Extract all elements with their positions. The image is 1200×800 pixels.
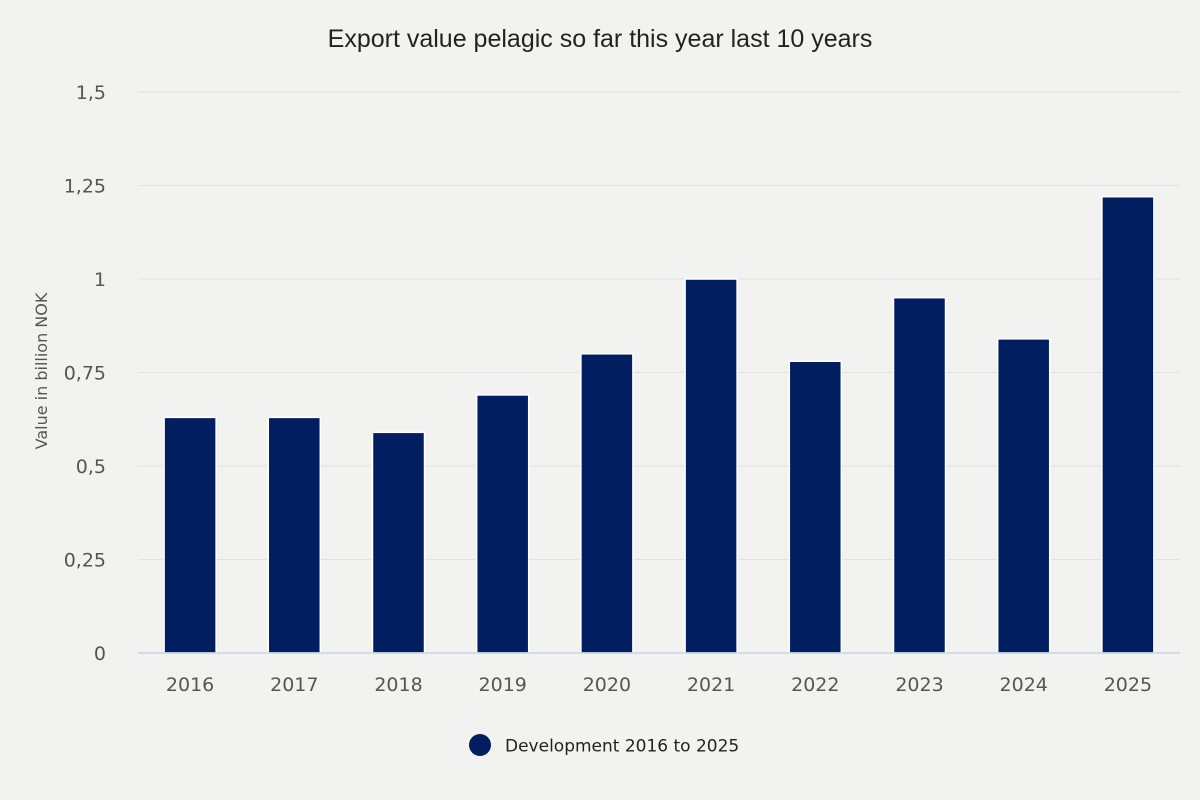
x-tick-label: 2017: [270, 674, 318, 696]
x-tick-label: 2025: [1104, 674, 1152, 696]
x-tick-label: 2021: [687, 674, 735, 696]
x-tick-label: 2023: [895, 674, 943, 696]
y-tick-label: 0: [94, 643, 106, 665]
legend[interactable]: Development 2016 to 2025: [469, 734, 739, 757]
bar-2025[interactable]: [1101, 195, 1155, 654]
y-tick-label: 0,5: [76, 456, 106, 478]
x-tick-label: 2019: [479, 674, 527, 696]
x-tick-label: 2018: [374, 674, 422, 696]
y-tick-label: 0,75: [64, 363, 106, 385]
chart-title: Export value pelagic so far this year la…: [328, 25, 873, 53]
bar-2019[interactable]: [475, 394, 530, 654]
legend-marker[interactable]: [469, 734, 491, 756]
y-tick-label: 1: [94, 269, 106, 291]
bar-2018[interactable]: [371, 431, 426, 654]
bar-2017[interactable]: [267, 416, 322, 654]
x-tick-label: 2020: [583, 674, 631, 696]
x-tick-label: 2016: [166, 674, 214, 696]
x-axis-ticks: 2016 2017 2018 2019 2020 2021 2022 2023 2024 2025: [166, 674, 1152, 696]
legend-label[interactable]: Development 2016 to 2025: [505, 737, 739, 757]
bar-2023[interactable]: [892, 296, 947, 654]
y-axis-ticks: 0 0,25 0,5 0,75 1 1,25 1,5: [64, 82, 106, 665]
y-tick-label: 0,25: [64, 550, 106, 572]
y-tick-label: 1,25: [64, 176, 106, 198]
x-tick-label: 2024: [1000, 674, 1048, 696]
bar-2024[interactable]: [996, 338, 1051, 654]
bar-2016[interactable]: [163, 416, 217, 654]
bar-2021[interactable]: [684, 278, 738, 654]
x-tick-label: 2022: [791, 674, 839, 696]
y-axis-label: Value in billion NOK: [32, 292, 51, 449]
bars: [163, 195, 1155, 654]
bar-2022[interactable]: [788, 360, 843, 654]
bar-2020[interactable]: [580, 353, 634, 654]
y-tick-label: 1,5: [76, 82, 106, 104]
